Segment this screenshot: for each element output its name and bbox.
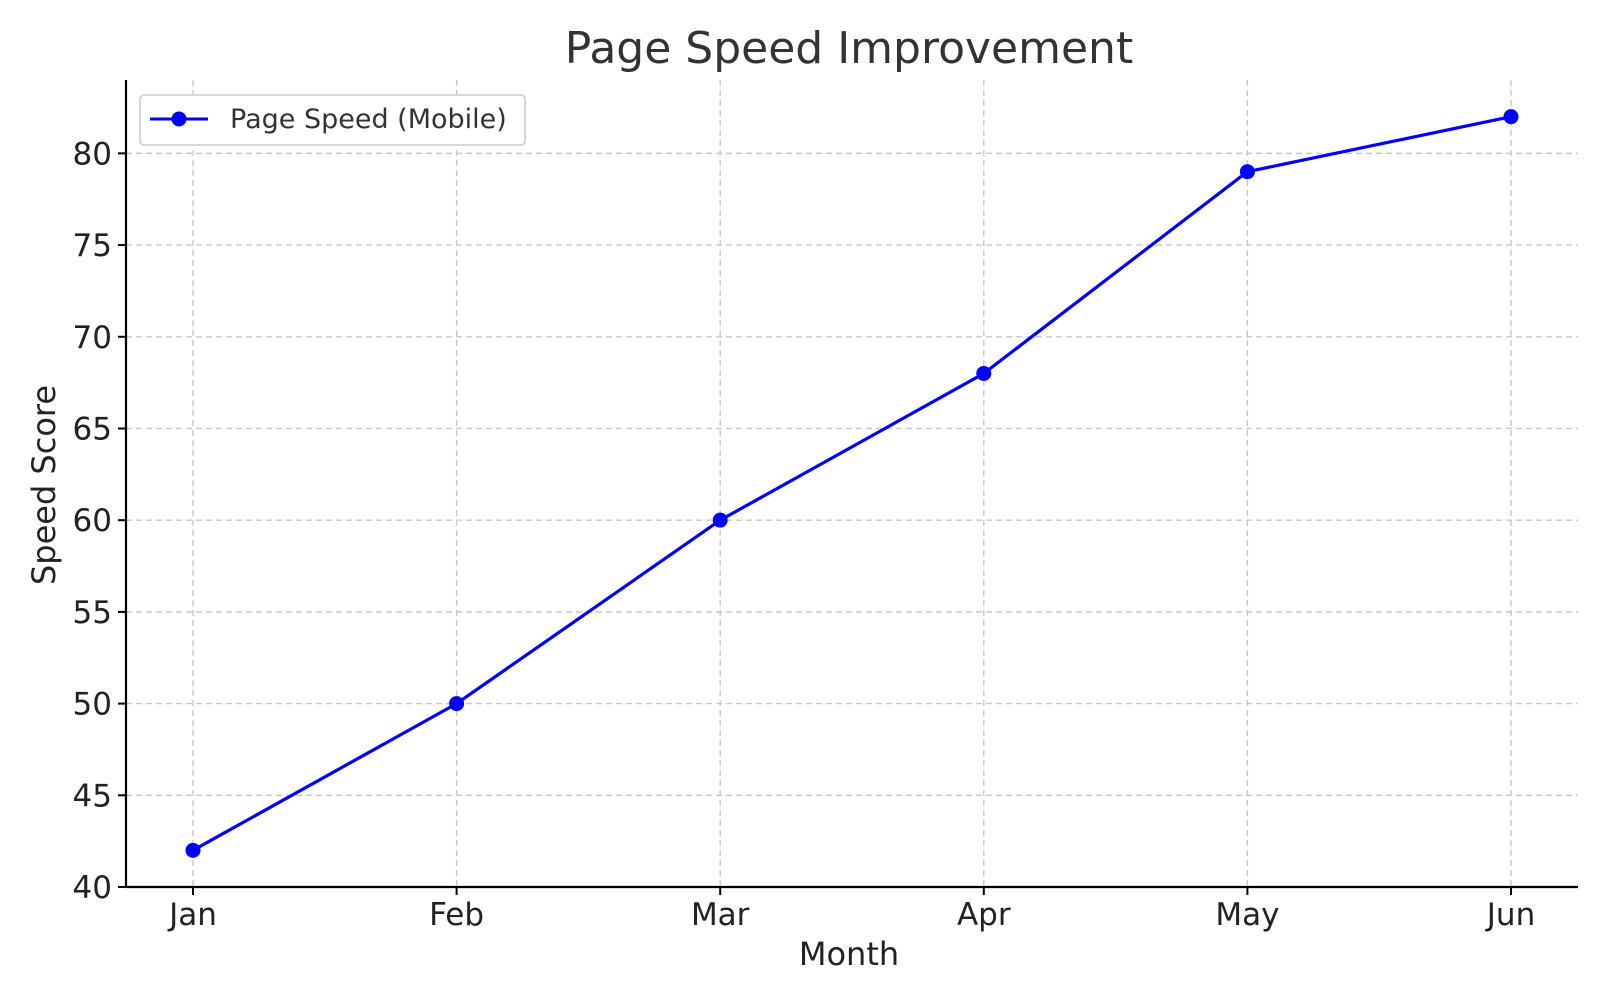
x-tick-label: May [1215, 897, 1279, 933]
y-tick-label: 40 [73, 870, 112, 906]
data-point [185, 842, 201, 858]
y-tick-label: 70 [73, 320, 112, 356]
y-axis-label: Speed Score [25, 385, 63, 585]
axes [124, 80, 1578, 889]
ticks: 40 45 50 55 60 65 70 75 80 Jan Feb Mar Apr May Jun [73, 136, 1536, 933]
legend-label: Page Speed (Mobile) [230, 104, 507, 135]
data-point [1503, 109, 1519, 125]
legend-box [139, 94, 526, 146]
series-line [192, 115, 1512, 852]
x-axis-label: Month [799, 935, 899, 973]
x-tick-label: Jan [167, 897, 217, 933]
data-point [976, 365, 992, 381]
x-tick-label: Mar [691, 897, 750, 933]
y-tick-label: 65 [73, 411, 112, 447]
x-tick-label: Jun [1485, 897, 1535, 933]
legend-marker-sample [171, 111, 187, 127]
y-tick-label: 50 [73, 687, 112, 723]
x-tick-label: Feb [429, 897, 484, 933]
grid [126, 80, 1578, 887]
y-tick-label: 55 [73, 595, 112, 631]
y-tick-label: 45 [73, 778, 112, 814]
x-tick-label: Apr [957, 897, 1011, 933]
y-tick-label: 75 [73, 228, 112, 264]
chart-title: Page Speed Improvement [565, 23, 1133, 74]
series [185, 109, 1519, 858]
data-point [1239, 164, 1255, 180]
legend: Page Speed (Mobile) [139, 94, 526, 146]
data-point [712, 512, 728, 528]
y-tick-label: 80 [73, 136, 112, 172]
data-point [449, 696, 465, 712]
y-tick-label: 60 [73, 503, 112, 539]
